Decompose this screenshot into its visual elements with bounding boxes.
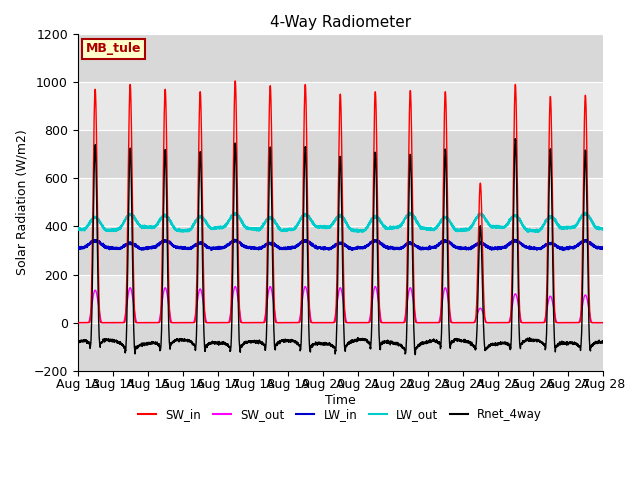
Bar	[77, 178, 603, 227]
Bar	[77, 130, 603, 178]
Bar	[77, 34, 603, 82]
Legend: SW_in, SW_out, LW_in, LW_out, Rnet_4way: SW_in, SW_out, LW_in, LW_out, Rnet_4way	[134, 403, 547, 425]
Bar	[77, 275, 603, 323]
Bar	[77, 82, 603, 130]
Bar	[77, 227, 603, 275]
Bar	[77, 323, 603, 371]
Text: MB_tule: MB_tule	[86, 42, 141, 55]
Title: 4-Way Radiometer: 4-Way Radiometer	[269, 15, 411, 30]
Y-axis label: Solar Radiation (W/m2): Solar Radiation (W/m2)	[15, 130, 28, 275]
X-axis label: Time: Time	[325, 394, 356, 407]
